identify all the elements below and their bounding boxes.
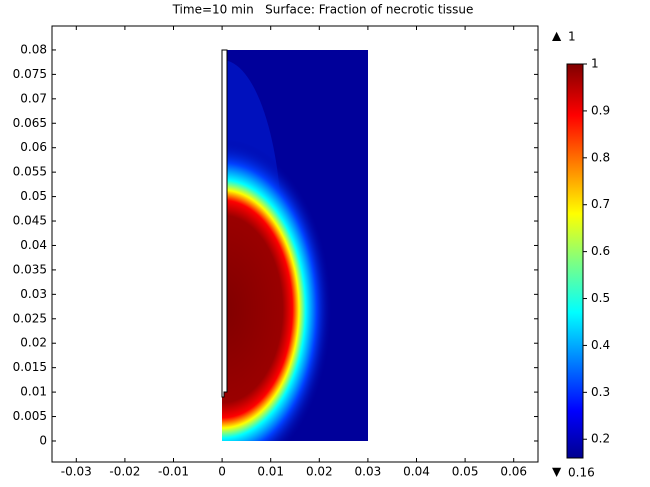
min-label: 0.16 [568,466,595,480]
y-tick-label: 0.03 [20,287,47,301]
y-tick-label: 0.065 [13,116,47,130]
y-tick-label: 0.06 [20,140,47,154]
colorbar-tick-label: 0.8 [591,150,610,164]
y-tick-label: 0.035 [13,262,47,276]
surface [222,50,368,441]
x-tick-label: 0.02 [306,465,333,479]
max-marker: ▲ [552,29,562,43]
x-tick-label: 0.05 [452,465,479,479]
y-tick-label: 0.005 [13,409,47,423]
colorbar-tick-label: 0.7 [591,197,610,211]
x-tick-label: -0.01 [158,465,189,479]
x-tick-label: -0.03 [61,465,92,479]
necrotic-region [222,139,332,441]
colorbar-tick-label: 0.5 [591,291,610,305]
y-tick-label: 0.045 [13,214,47,228]
max-label: 1 [568,30,576,44]
colorbar-tick-label: 0.6 [591,244,610,258]
y-tick-label: 0.01 [20,385,47,399]
y-tick-label: 0.08 [20,42,47,56]
x-tick-label: 0.04 [403,465,430,479]
y-tick-label: 0.015 [13,360,47,374]
y-tick-label: 0.04 [20,238,47,252]
colorbar-tick-label: 0.3 [591,385,610,399]
colorbar-tick-label: 1 [591,57,599,71]
colorbar-tick-label: 0.9 [591,103,610,117]
chart-title: Time=10 min Surface: Fraction of necroti… [172,3,474,17]
x-tick-label: -0.02 [109,465,140,479]
y-tick-label: 0.02 [20,336,47,350]
y-tick-label: 0.07 [20,91,47,105]
y-tick-label: 0.055 [13,165,47,179]
colorbar-tick-label: 0.2 [591,432,610,446]
colorbar-tick-label: 0.4 [591,338,610,352]
x-tick-label: 0.03 [355,465,382,479]
y-tick-label: 0.05 [20,189,47,203]
colorbar [566,63,584,459]
y-tick-label: 0.025 [13,311,47,325]
probe [221,49,228,398]
y-tick-label: 0.075 [13,67,47,81]
x-tick-label: 0.01 [257,465,284,479]
x-tick-label: 0 [218,465,226,479]
x-tick-label: 0.06 [500,465,527,479]
y-tick-label: 0 [39,433,47,447]
min-marker: ▼ [552,465,562,479]
